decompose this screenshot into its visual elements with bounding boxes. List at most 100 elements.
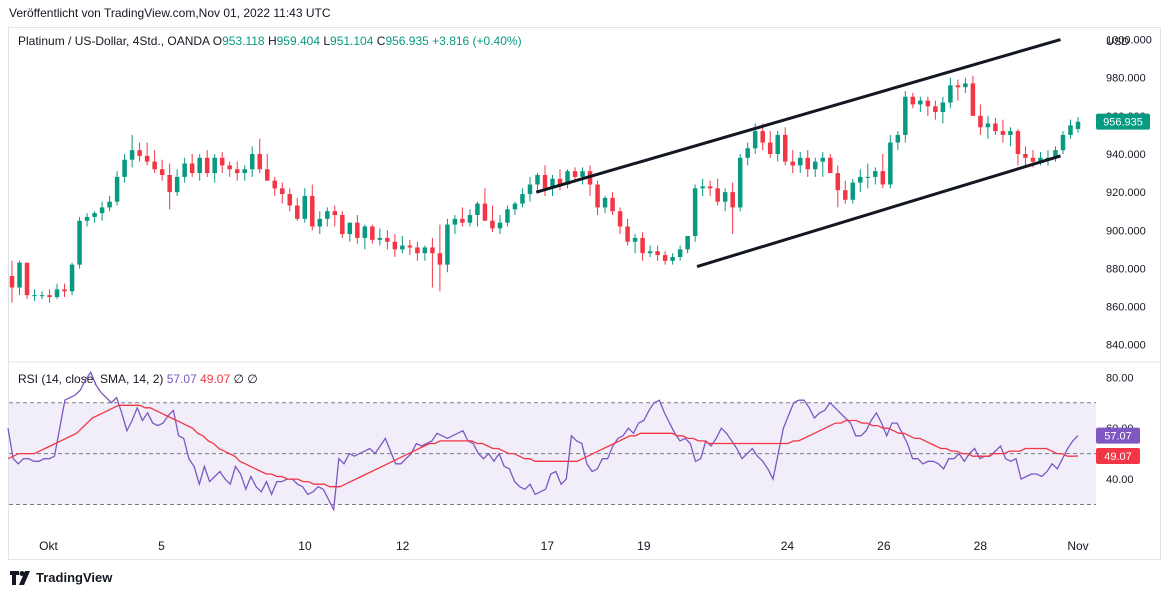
- candle-body: [167, 174, 172, 193]
- candle-body: [407, 245, 413, 248]
- candle-body: [249, 153, 255, 170]
- candle-body: [565, 171, 570, 185]
- candle-body: [700, 186, 705, 189]
- candle-body: [557, 178, 563, 185]
- open-label: O: [212, 34, 223, 48]
- candle-body: [452, 218, 458, 225]
- candle-body: [843, 190, 848, 200]
- x-tick-label: 5: [158, 539, 165, 553]
- candle-body: [17, 262, 22, 288]
- rsi-name[interactable]: RSI (14, close, SMA, 14, 2): [18, 372, 164, 386]
- candle-body: [595, 184, 600, 208]
- candle-body: [1053, 150, 1058, 158]
- candle-body: [32, 295, 37, 297]
- candle-body: [497, 222, 503, 229]
- price-tick-label: 920.000: [1106, 187, 1146, 199]
- candle-body: [752, 131, 758, 149]
- candle-body: [355, 222, 360, 238]
- candle-body: [287, 194, 293, 206]
- candle-body: [918, 100, 923, 105]
- candle-body: [264, 169, 270, 181]
- x-tick-label: 19: [637, 539, 651, 553]
- rsi-sma-line: [7, 404, 1079, 488]
- candle-body: [114, 176, 120, 202]
- candle-body: [295, 205, 300, 219]
- candle-body: [280, 188, 285, 195]
- candle-body: [835, 173, 841, 191]
- candle-body: [647, 251, 653, 254]
- candle-body: [692, 188, 698, 237]
- x-tick-label: 12: [396, 539, 410, 553]
- candle-body: [1038, 157, 1043, 162]
- candle-body: [602, 197, 608, 208]
- candle-body: [790, 161, 795, 166]
- x-tick-label: 10: [298, 539, 312, 553]
- candle-body: [610, 197, 615, 212]
- candle-body: [422, 247, 428, 254]
- candle-body: [542, 174, 548, 189]
- candle-body: [767, 142, 773, 154]
- candle-body: [362, 226, 368, 238]
- channel-lower-line: [696, 154, 1061, 268]
- candle-body: [813, 161, 818, 170]
- tradingview-brand: TradingView: [36, 570, 113, 585]
- candle-body: [445, 224, 450, 265]
- candle-body: [1068, 125, 1073, 135]
- price-tick-label: 840.000: [1106, 340, 1146, 352]
- rsi-tick-label: 40.00: [1106, 474, 1134, 486]
- candle-body: [24, 262, 30, 296]
- candle-body: [685, 236, 690, 250]
- candle-body: [107, 201, 112, 208]
- price-tick-label: 880.000: [1106, 263, 1146, 275]
- candle-body: [189, 163, 195, 174]
- close-value: 956.935: [385, 34, 429, 48]
- candle-body: [152, 161, 157, 170]
- candle-body: [963, 83, 968, 88]
- candle-body: [730, 192, 735, 208]
- candle-body: [197, 157, 202, 174]
- candle-body: [475, 203, 480, 216]
- x-tick-label: 28: [974, 539, 988, 553]
- candle-body: [1015, 131, 1021, 154]
- candle-body: [580, 171, 585, 177]
- candle-body: [144, 155, 150, 162]
- rsi-tick-label: 80.00: [1106, 372, 1134, 384]
- candle-body: [895, 134, 901, 143]
- candle-body: [272, 180, 277, 189]
- symbol-label[interactable]: Platinum / US-Dollar, 4Std., OANDA: [18, 34, 210, 48]
- tradingview-logo: TradingView: [10, 570, 112, 585]
- candle-body: [482, 203, 488, 221]
- candle-body: [460, 218, 465, 223]
- candle-body: [520, 194, 525, 204]
- candle-body: [888, 142, 893, 185]
- candle-body: [828, 157, 833, 174]
- candle-body: [84, 216, 90, 221]
- candle-body: [392, 241, 398, 250]
- candle-body: [1075, 121, 1081, 129]
- candle-body: [9, 276, 15, 288]
- candle-body: [370, 226, 375, 240]
- candle-body: [940, 102, 946, 113]
- candle-body: [782, 134, 788, 162]
- candle-body: [347, 222, 353, 235]
- candle-body: [715, 188, 720, 202]
- last-price-label: 956.935: [1103, 117, 1143, 129]
- candle-body: [775, 134, 780, 154]
- candle-body: [122, 159, 127, 177]
- x-tick-label: 17: [541, 539, 555, 553]
- candle-body: [490, 220, 495, 229]
- x-tick-label: Nov: [1067, 539, 1088, 553]
- candle-body: [302, 195, 308, 219]
- candle-body: [69, 264, 75, 292]
- candle-body: [137, 150, 142, 156]
- change-value: +3.816 (+0.40%): [432, 34, 522, 48]
- candle-body: [234, 169, 240, 174]
- rsi-flag-1: ∅: [233, 372, 244, 386]
- price-tick-label: 940.000: [1106, 149, 1146, 161]
- candle-body: [77, 220, 82, 265]
- candle-body: [1030, 157, 1036, 162]
- candle-body: [377, 237, 383, 240]
- rsi-last-box: [1096, 427, 1140, 444]
- candle-body: [910, 96, 916, 105]
